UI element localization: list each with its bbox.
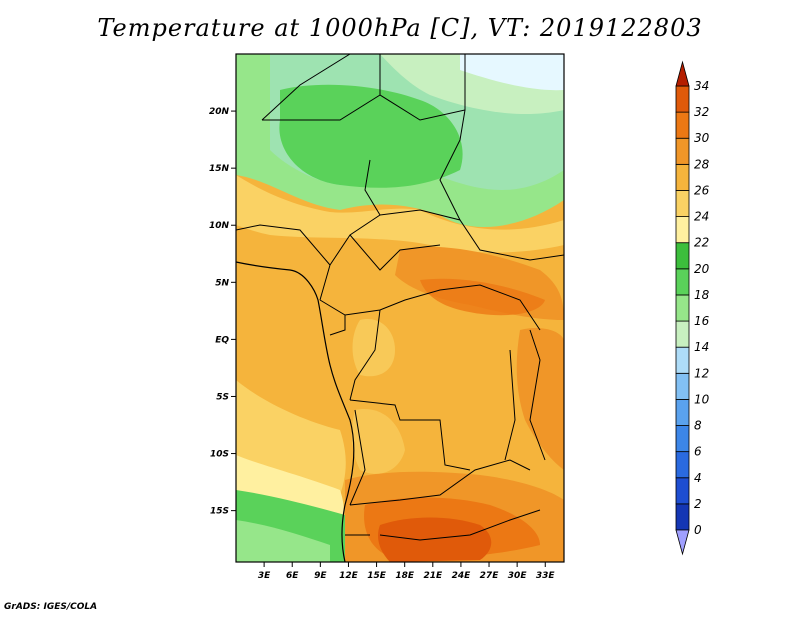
- colorbar-label: 6: [694, 445, 702, 459]
- colorbar-box: [675, 399, 690, 426]
- lat-tick-label: 10S: [210, 450, 229, 460]
- colorbar-box: [675, 425, 690, 453]
- colorbar-box: [675, 268, 690, 296]
- temperature-field: [236, 54, 564, 562]
- lat-tick-label: 5N: [215, 278, 229, 288]
- lon-tick-label: 21E: [423, 571, 443, 581]
- colorbar-label: 32: [694, 105, 709, 119]
- lon-tick-label: 30E: [508, 571, 528, 581]
- lon-tick-label: 3E: [258, 571, 271, 581]
- lat-tick-label: 15S: [210, 507, 229, 517]
- lon-tick-label: 12E: [339, 571, 359, 581]
- lon-tick-label: 6E: [286, 571, 299, 581]
- map-frame: [235, 53, 565, 563]
- lat-tick-label: EQ: [215, 335, 229, 345]
- colorbar-label: 22: [694, 236, 709, 250]
- colorbar-box: [675, 137, 690, 165]
- colorbar-label: 0: [694, 523, 702, 537]
- colorbar-box: [675, 451, 690, 479]
- colorbar-min-arrow: [675, 529, 690, 556]
- colorbar-label: 24: [694, 210, 709, 224]
- colorbar-label: 10: [694, 392, 710, 406]
- colorbar-label: 16: [694, 314, 710, 328]
- colorbar-label: 18: [694, 288, 710, 302]
- colorbar-box: [675, 320, 690, 348]
- lat-tick-label: 5S: [216, 392, 229, 402]
- colorbar-label: 26: [694, 183, 710, 197]
- colorbar-label: 8: [694, 419, 702, 433]
- colorbar-box: [675, 503, 690, 531]
- colorbar-box: [675, 477, 690, 505]
- lon-tick-label: 27E: [480, 571, 500, 581]
- colorbar-box: [675, 294, 690, 322]
- latitude-axis: 20N 15N 10N 5N EQ 5S 10S 15S: [209, 107, 236, 517]
- colorbar-box: [675, 190, 690, 217]
- lon-tick-label: 18E: [395, 571, 415, 581]
- colorbar-box: [675, 163, 690, 191]
- lon-tick-label: 9E: [314, 571, 327, 581]
- lon-tick-label: 24E: [452, 571, 472, 581]
- coastline: [235, 261, 355, 563]
- lat-tick-label: 20N: [209, 107, 230, 117]
- colorbar-box: [675, 216, 690, 244]
- longitude-axis: 3E 6E 9E 12E 15E 18E 21E 24E 27E 30E 33E: [258, 562, 556, 581]
- colorbar-max-arrow: [675, 60, 690, 87]
- colorbar-box: [675, 346, 690, 374]
- colorbar-label: 2: [694, 497, 702, 511]
- colorbar-label: 20: [694, 262, 710, 276]
- colorbar-label: 28: [694, 157, 710, 171]
- country-borders: [236, 54, 564, 541]
- colorbar-box: [675, 111, 690, 139]
- colorbar-label: 14: [694, 340, 709, 354]
- footer-credit: GrADS: IGES/COLA: [4, 602, 98, 612]
- colorbar-label: 34: [694, 79, 709, 93]
- map-title: Temperature at 1000hPa [C], VT: 20191228…: [97, 14, 703, 42]
- colorbar-label: 4: [694, 471, 702, 485]
- colorbar-label: 30: [694, 131, 710, 145]
- colorbar-box: [675, 372, 690, 400]
- lon-tick-label: 33E: [536, 571, 556, 581]
- colorbar-label: 12: [694, 366, 709, 380]
- lat-tick-label: 15N: [209, 164, 230, 174]
- colorbar-box: [675, 85, 690, 113]
- lon-tick-label: 15E: [367, 571, 387, 581]
- colorbar-box: [675, 242, 690, 270]
- lat-tick-label: 10N: [209, 221, 230, 231]
